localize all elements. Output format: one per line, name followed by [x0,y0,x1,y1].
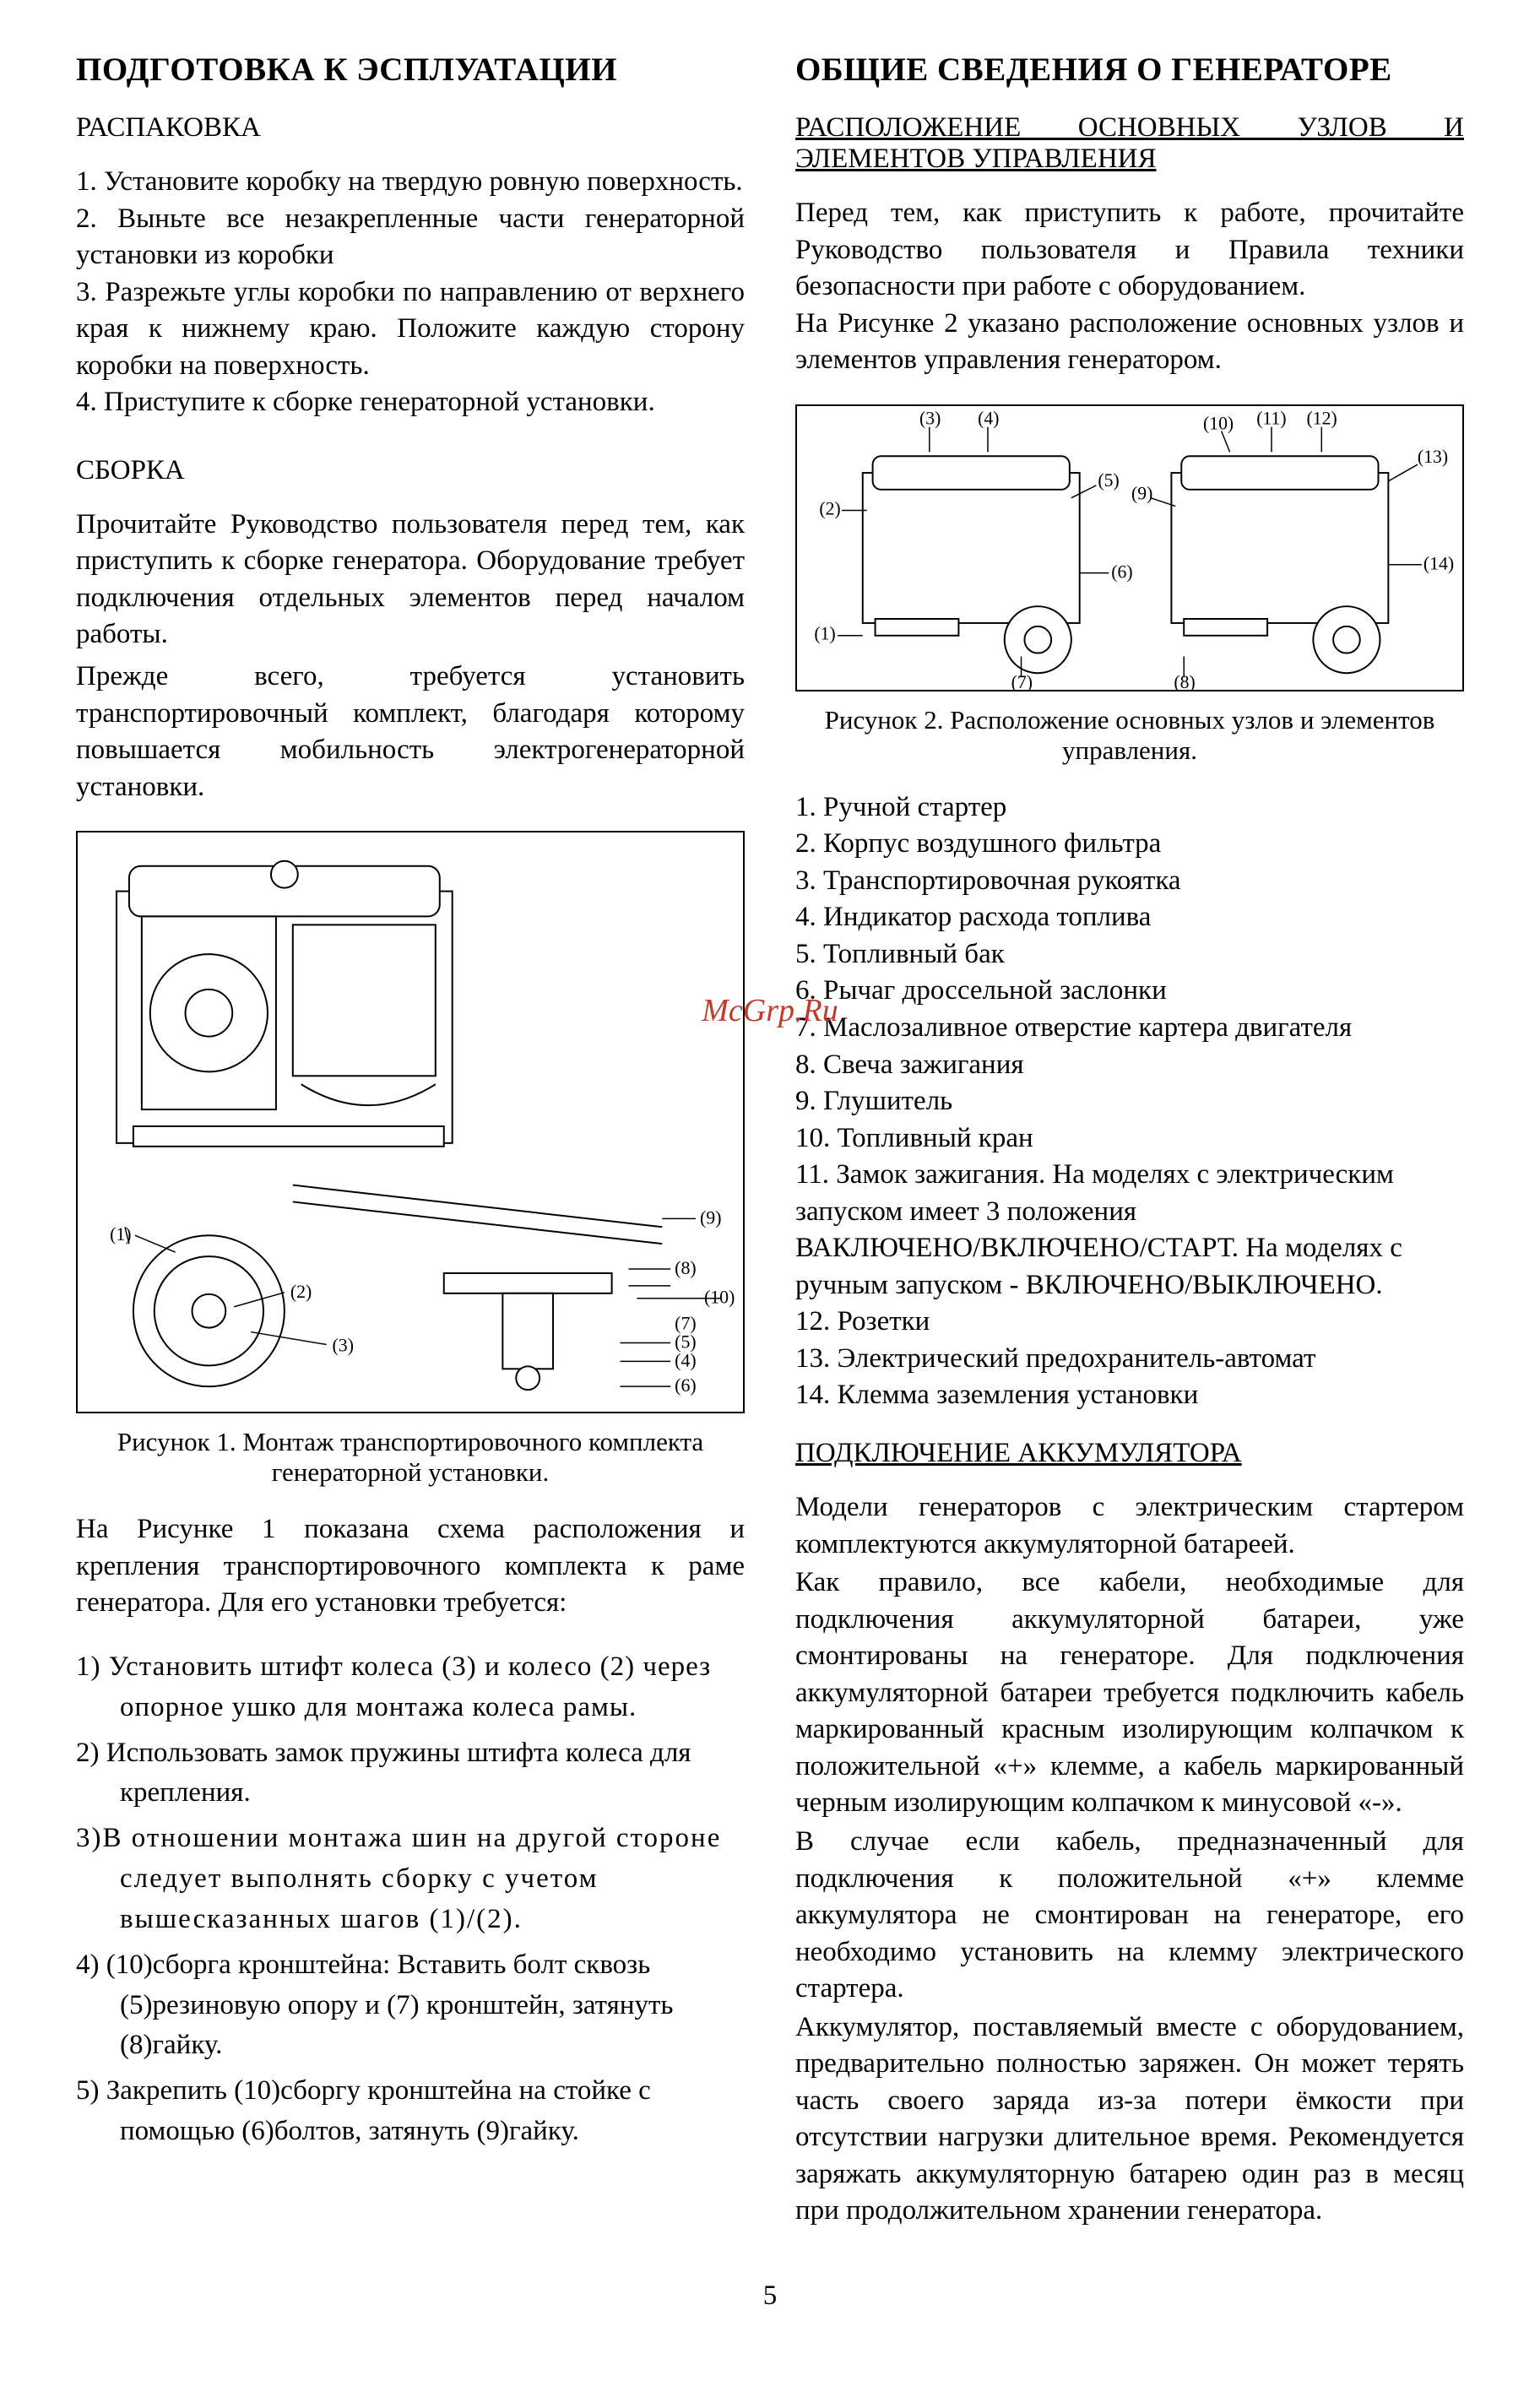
fig1-label-2: (2) [290,1282,312,1302]
fig1-label-5: (5) [675,1332,697,1353]
part-8: 8. Свеча зажигания [795,1047,1464,1084]
h2-battery: ПОДКЛЮЧЕНИЕ АККУМУЛЯТОРА [795,1438,1464,1469]
batt-p1: Модели генераторов с электрическим старт… [795,1489,1464,1563]
fig2-l8: (8) [1174,672,1195,690]
step-1: 1) Установить штифт колеса (3) и колесо … [76,1647,745,1728]
assembly-p1: Прочитайте Руководство пользователя пере… [76,507,745,653]
figure-1-caption: Рисунок 1. Монтаж транспортировочного ко… [76,1427,745,1488]
part-4: 4. Индикатор расхода топлива [795,899,1464,936]
parts-list: 1. Ручной стартер 2. Корпус воздушного ф… [795,789,1464,1414]
unpack-text: 1. Установите коробку на твердую ровную … [76,164,745,421]
figure-1-svg: (1) (2) (3) (4) (5) (6) (7) (8) (9) (10) [78,832,743,1412]
h2-assembly: СБОРКА [76,455,745,486]
part-1: 1. Ручной стартер [795,789,1464,827]
step-2: 2) Использовать замок пружины штифта кол… [76,1733,745,1814]
part-13: 13. Электрический предохранитель-автомат [795,1341,1464,1378]
fig2-l1: (1) [814,623,835,643]
part-11b: ВАКЛЮЧЕНО/ВКЛЮЧЕНО/СТАРТ. На моделях с р… [795,1230,1464,1304]
part-3: 3. Транспортировочная рукоятка [795,863,1464,900]
h2-layout-text: РАСПОЛОЖЕНИЕ ОСНОВНЫХ УЗЛОВ И ЭЛЕМЕНТОВ … [795,112,1464,174]
part-12: 12. Розетки [795,1304,1464,1341]
after-fig1-text: На Рисунке 1 показана схема расположения… [76,1511,745,1622]
batt-p2: Как правило, все кабели, необходимые для… [795,1564,1464,1822]
fig2-l14: (14) [1423,553,1454,573]
fig1-label-4: (4) [675,1351,697,1371]
fig1-label-1: (1) [110,1224,132,1245]
step-3: 3)В отношении монтажа шин на другой стор… [76,1819,745,1940]
step-4: 4) (10)сборга кронштейна: Вставить болт … [76,1945,745,2067]
fig2-l5: (5) [1098,470,1119,491]
page-columns: ПОДГОТОВКА К ЭСПЛУАТАЦИИ РАСПАКОВКА 1. У… [76,51,1464,2255]
fig2-l10: (10) [1203,413,1234,433]
fig1-label-6: (6) [675,1375,697,1396]
fig1-label-3: (3) [333,1336,355,1356]
page-number: 5 [76,2280,1464,2312]
h2-layout: РАСПОЛОЖЕНИЕ ОСНОВНЫХ УЗЛОВ И ЭЛЕМЕНТОВ … [795,112,1464,175]
figure-1-box: (1) (2) (3) (4) (5) (6) (7) (8) (9) (10) [76,831,745,1413]
assembly-steps: 1) Установить штифт колеса (3) и колесо … [76,1647,745,2152]
fig2-l12: (12) [1307,408,1337,428]
figure-2-svg: (1) (2) (3) (4) (5) (6) (7) (8) (9) (10)… [797,406,1462,690]
part-10: 10. Топливный кран [795,1120,1464,1158]
part-2: 2. Корпус воздушного фильтра [795,826,1464,863]
h2-battery-text: ПОДКЛЮЧЕНИЕ АККУМУЛЯТОРА [795,1438,1242,1468]
figure-2-box: (1) (2) (3) (4) (5) (6) (7) (8) (9) (10)… [795,404,1464,691]
figure-2-caption: Рисунок 2. Расположение основных узлов и… [795,705,1464,766]
part-6: 6. Рычаг дроссельной заслонки [795,973,1464,1010]
fig2-l13: (13) [1418,447,1448,467]
h1-preparation: ПОДГОТОВКА К ЭСПЛУАТАЦИИ [76,51,745,89]
fig1-label-8: (8) [675,1258,697,1278]
part-9: 9. Глушитель [795,1083,1464,1120]
left-column: ПОДГОТОВКА К ЭСПЛУАТАЦИИ РАСПАКОВКА 1. У… [76,51,745,2255]
fig2-l9: (9) [1131,483,1152,503]
batt-p3: В случае если кабель, предназначенный дл… [795,1824,1464,2008]
fig2-l2: (2) [819,498,840,518]
part-11a: 11. Замок зажигания. На моделях с электр… [795,1157,1464,1230]
layout-intro: Перед тем, как приступить к работе, проч… [795,195,1464,379]
fig1-label-7: (7) [675,1314,697,1334]
step-5: 5) Закрепить (10)сборгу кронштейна на ст… [76,2071,745,2152]
batt-p4: Аккумулятор, поставляемый вместе с обору… [795,2009,1464,2230]
fig2-l4: (4) [978,408,999,428]
h1-overview: ОБЩИЕ СВЕДЕНИЯ О ГЕНЕРАТОРЕ [795,51,1464,89]
fig2-l3: (3) [919,408,941,428]
fig1-label-9: (9) [700,1208,722,1228]
fig2-l11: (11) [1256,408,1286,428]
assembly-p2: Прежде всего, требуется установить транс… [76,659,745,805]
part-5: 5. Топливный бак [795,936,1464,973]
fig2-l7: (7) [1011,672,1033,690]
fig2-l6: (6) [1111,561,1132,582]
fig1-label-10: (10) [704,1288,735,1308]
part-14: 14. Клемма заземления установки [795,1377,1464,1414]
right-column: ОБЩИЕ СВЕДЕНИЯ О ГЕНЕРАТОРЕ РАСПОЛОЖЕНИЕ… [795,51,1464,2255]
h2-unpacking: РАСПАКОВКА [76,112,745,144]
part-7: 7. Маслозаливное отверстие картера двига… [795,1010,1464,1047]
